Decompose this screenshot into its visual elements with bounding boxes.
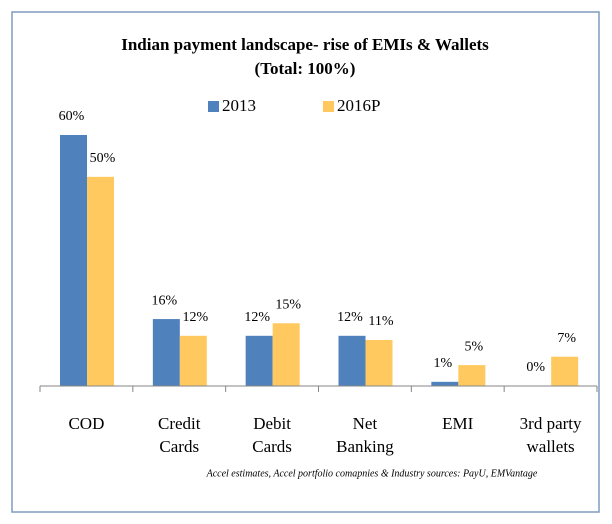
x-tick-label: COD: [68, 414, 104, 433]
data-label: 12%: [337, 310, 363, 325]
data-label: 7%: [557, 331, 576, 346]
legend-label: 2016P: [337, 96, 380, 115]
data-label: 11%: [368, 314, 393, 329]
legend-swatch: [208, 101, 219, 112]
data-label: 16%: [151, 293, 177, 308]
bar: [245, 335, 273, 386]
data-label: 0%: [526, 360, 545, 375]
x-tick-label: wallets: [527, 437, 575, 456]
x-tick-label: Credit: [158, 414, 201, 433]
legend-label: 2013: [222, 96, 256, 115]
x-tick-label: Cards: [252, 437, 292, 456]
source-note: Accel estimates, Accel portfolio comapni…: [206, 468, 538, 479]
bar: [179, 335, 207, 386]
data-label: 5%: [464, 339, 483, 354]
legend-swatch: [323, 101, 334, 112]
x-tick-label: Net: [353, 414, 378, 433]
bar: [365, 339, 393, 386]
bar: [338, 335, 366, 386]
data-label: 15%: [275, 297, 301, 312]
x-tick-label: Debit: [253, 414, 291, 433]
x-tick-label: 3rd party: [520, 414, 582, 433]
bar: [551, 356, 579, 386]
data-label: 12%: [244, 310, 270, 325]
bar: [431, 381, 459, 386]
x-tick-label: Cards: [159, 437, 199, 456]
bar: [60, 135, 87, 386]
data-label: 12%: [182, 310, 208, 325]
bar: [152, 319, 180, 386]
data-label: 50%: [90, 151, 116, 166]
bar: [87, 176, 114, 386]
bar: [458, 365, 486, 386]
data-label: 1%: [433, 356, 452, 371]
x-tick-label: EMI: [442, 414, 474, 433]
chart-subtitle: (Total: 100%): [255, 59, 356, 78]
x-tick-label: Banking: [336, 437, 394, 456]
chart-title: Indian payment landscape- rise of EMIs &…: [121, 35, 489, 54]
bar: [272, 323, 300, 386]
data-label: 60%: [59, 109, 85, 124]
